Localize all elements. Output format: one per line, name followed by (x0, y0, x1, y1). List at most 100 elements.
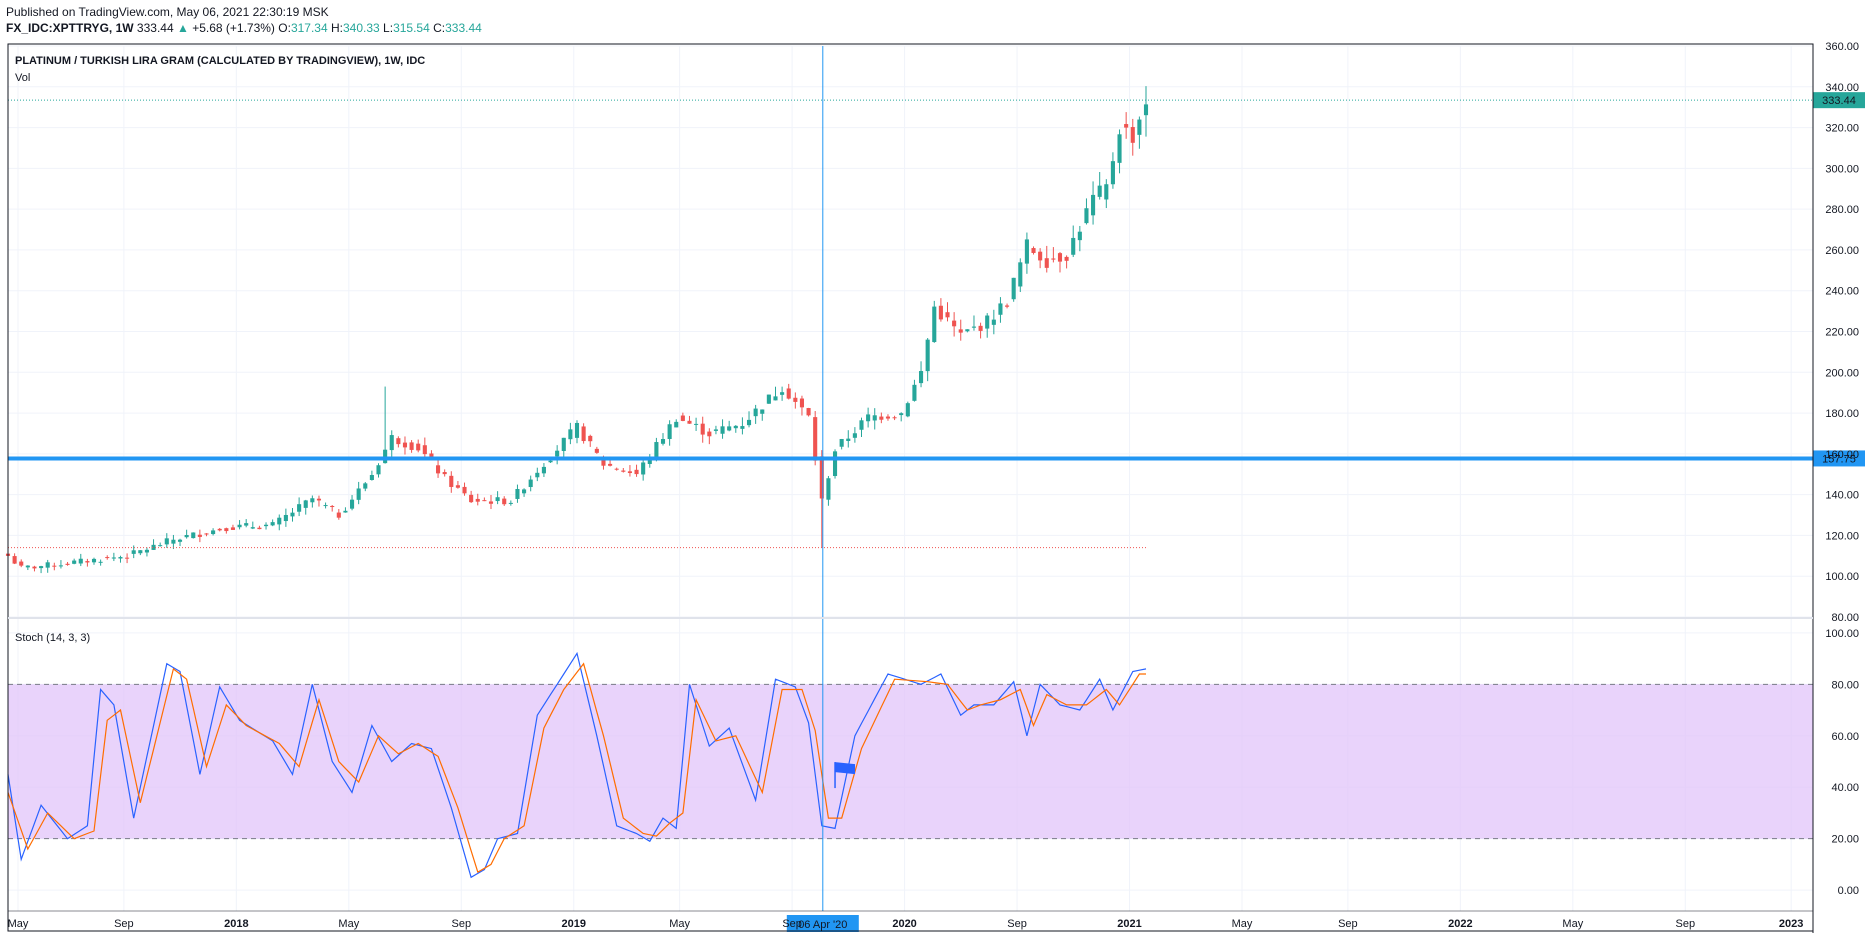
price-tick-label: 120.00 (1825, 530, 1859, 542)
price-tick-label: 340.00 (1825, 82, 1859, 94)
candle-body (932, 306, 937, 343)
candle-body (1091, 194, 1096, 216)
candle-body (634, 469, 639, 475)
candle-body (528, 479, 533, 488)
candle-body (125, 557, 130, 559)
stoch-tick-label: 40.00 (1831, 782, 1859, 794)
candle-body (1005, 305, 1010, 307)
candle-body (151, 544, 156, 550)
stoch-tick-label: 60.00 (1831, 731, 1859, 743)
candle-body (621, 470, 626, 472)
time-tick-label: 2023 (1779, 918, 1803, 930)
candle-body (753, 408, 758, 417)
price-tick-label: 160.00 (1825, 449, 1859, 461)
price-tick-label: 220.00 (1825, 327, 1859, 339)
candle-body (1117, 134, 1122, 163)
candle-body (111, 557, 116, 559)
candle-body (872, 415, 877, 421)
candle-body (164, 538, 169, 545)
candle-body (733, 425, 738, 429)
candle-body (131, 550, 136, 554)
candle-body (773, 396, 778, 401)
low-label: L: (383, 21, 394, 35)
candle-body (65, 563, 70, 565)
overlay-layer: 157.75 333.44 06 Apr '20 (8, 46, 1865, 932)
candle-body (158, 545, 163, 547)
candle-body (846, 438, 851, 441)
horizontal-line-label-bg (1813, 450, 1865, 467)
candle-body (614, 468, 619, 470)
candle-body (780, 392, 785, 395)
candle-body (1038, 251, 1043, 261)
candle-body (1051, 258, 1056, 260)
candle-body (330, 506, 335, 508)
candle-body (991, 319, 996, 325)
low-value: 315.54 (393, 21, 430, 35)
candle-body (363, 483, 368, 489)
candle-body (469, 494, 474, 503)
high-value: 340.33 (343, 21, 380, 35)
candle-body (402, 442, 408, 448)
candle-body (1071, 237, 1076, 255)
candle-body (204, 533, 209, 535)
price-tick-label: 140.00 (1825, 490, 1859, 502)
candle-body (191, 532, 196, 539)
candle-body (316, 498, 322, 501)
price-tick-label: 240.00 (1825, 286, 1859, 298)
stoch-layer (7, 651, 1147, 879)
candle-body (1097, 185, 1102, 197)
candle-body (184, 535, 189, 538)
candle-body (1084, 208, 1089, 224)
candle-body (105, 557, 110, 559)
candle-body (826, 478, 831, 500)
candle-body (1104, 184, 1109, 200)
up-arrow-icon: ▲ (176, 21, 189, 35)
candle-body (1011, 277, 1016, 300)
price-tick-label: 280.00 (1825, 204, 1859, 216)
stoch-title: Stoch (14, 3, 3) (15, 632, 90, 644)
time-tick-label: 2019 (562, 918, 586, 930)
candle-body (323, 505, 328, 507)
horizontal-line-label: 157.75 (1822, 453, 1856, 465)
candle-body (918, 371, 924, 384)
candle-body (422, 445, 427, 455)
price-tick-label: 360.00 (1825, 41, 1859, 53)
candle-body (257, 527, 262, 530)
stoch-tick-label: 100.00 (1825, 628, 1859, 640)
candle-body (118, 557, 123, 559)
candle-body (1031, 248, 1036, 253)
candle-body (1057, 253, 1063, 262)
candle-body (786, 388, 791, 399)
candle-body (879, 416, 884, 420)
candle-body (416, 443, 421, 451)
candle-body (177, 539, 183, 542)
price-tick-label: 320.00 (1825, 123, 1859, 135)
candle-body (971, 326, 977, 328)
candle-body (925, 339, 930, 372)
candle-body (713, 429, 718, 431)
candle-body (594, 448, 599, 453)
candle-body (1110, 161, 1115, 185)
time-tick-label: Sep (114, 918, 134, 930)
candle-body (998, 303, 1003, 315)
candle-body (310, 498, 315, 503)
candle-body (39, 566, 44, 569)
candle-body (1024, 239, 1029, 264)
candle-body (270, 522, 275, 526)
candle-body (832, 451, 838, 477)
candle-body (654, 442, 659, 458)
time-tick-label: May (8, 918, 29, 930)
candle-body (720, 426, 725, 434)
candle-body (502, 498, 507, 505)
stoch-tick-label: 0.00 (1838, 885, 1859, 897)
candle-body (58, 565, 63, 567)
candle-body (581, 426, 586, 442)
candle-body (945, 312, 950, 318)
candle-body (1143, 104, 1149, 116)
candle-body (475, 498, 480, 502)
candle-body (462, 486, 467, 494)
candle-body (12, 556, 17, 564)
candle-body (641, 462, 646, 475)
crosshair-date-label: 06 Apr '20 (798, 919, 847, 931)
